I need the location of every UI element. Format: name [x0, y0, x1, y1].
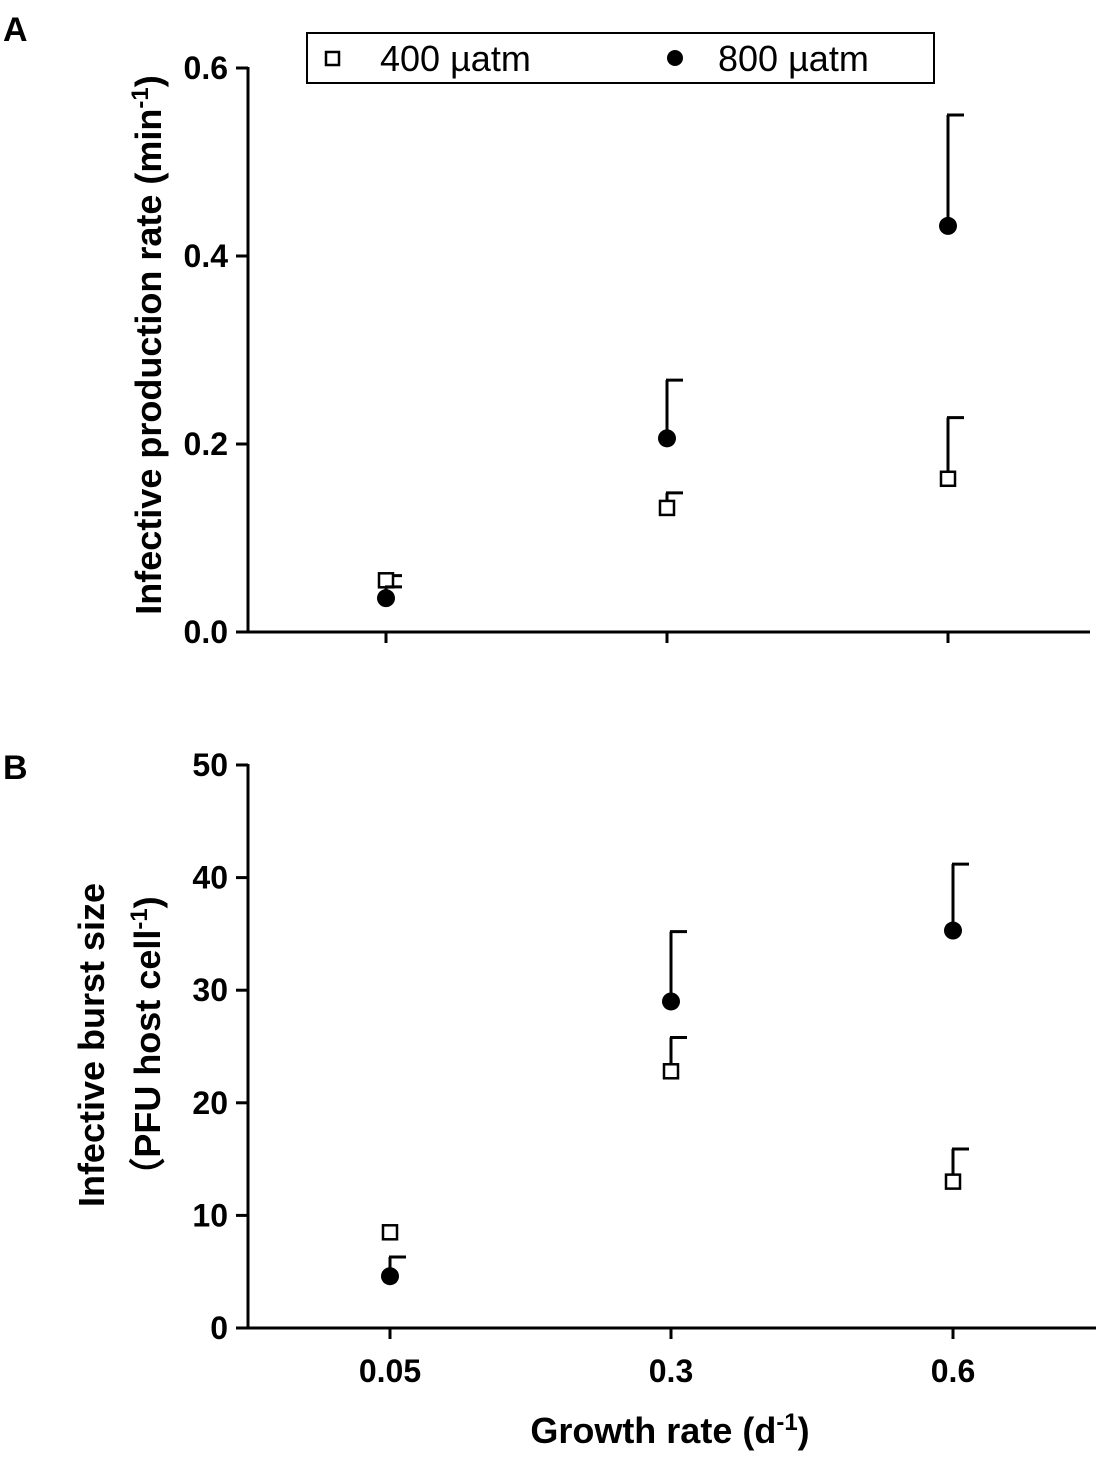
legend-label-800: 800 µatm — [718, 38, 869, 79]
data-point-800 — [377, 589, 395, 608]
x-tick-label: 0.05 — [359, 1353, 421, 1389]
y-tick-label: 0.0 — [184, 614, 228, 650]
data-point-800 — [662, 992, 680, 1011]
data-point-400 — [662, 1063, 680, 1080]
y-tick-label: 0.4 — [184, 238, 229, 274]
legend-open-square-marker — [324, 50, 341, 67]
data-point-800 — [658, 429, 676, 448]
legend-filled-circle-marker — [667, 50, 683, 66]
y-tick-label: 30 — [192, 972, 228, 1008]
data-point-800 — [939, 216, 957, 235]
panel-b-plot: 0 10 20 30 40 50 0.05 0.3 0.6 — [192, 747, 1096, 1389]
y-tick-label: 0 — [210, 1310, 228, 1346]
panel-b-x-axis-title: Growth rate (d-1) — [530, 1409, 809, 1451]
data-point-800 — [381, 1267, 399, 1286]
y-tick-label: 10 — [192, 1197, 228, 1233]
panel-b-y-axis-title-line2: （PFU host cell-1) — [126, 896, 168, 1193]
y-tick-label: 0.2 — [184, 426, 228, 462]
y-tick-label: 40 — [192, 860, 228, 896]
panel-b-y-axis-title-line1: Infective burst size — [71, 883, 112, 1207]
panel-a-plot: 0.0 0.2 0.4 0.6 — [184, 50, 1090, 650]
data-point-400 — [944, 1173, 962, 1190]
y-tick-label: 20 — [192, 1085, 228, 1121]
panel-a-legend: 400 µatm 800 µatm — [306, 32, 935, 84]
data-point-400 — [939, 470, 957, 488]
x-tick-label: 0.3 — [649, 1353, 693, 1389]
data-point-400 — [658, 499, 676, 517]
y-tick-label: 50 — [192, 747, 228, 783]
data-point-800 — [944, 921, 962, 940]
panel-a-letter: A — [3, 11, 28, 49]
y-tick-label: 0.6 — [184, 50, 228, 86]
legend-frame — [306, 32, 935, 84]
data-point-400 — [381, 1224, 399, 1241]
legend-label-400: 400 µatm — [380, 38, 531, 79]
x-tick-label: 0.6 — [931, 1353, 975, 1389]
panel-a-y-axis-title: Infective production rate (min-1) — [127, 75, 169, 614]
panel-b-letter: B — [3, 749, 28, 787]
data-point-400 — [377, 572, 395, 589]
